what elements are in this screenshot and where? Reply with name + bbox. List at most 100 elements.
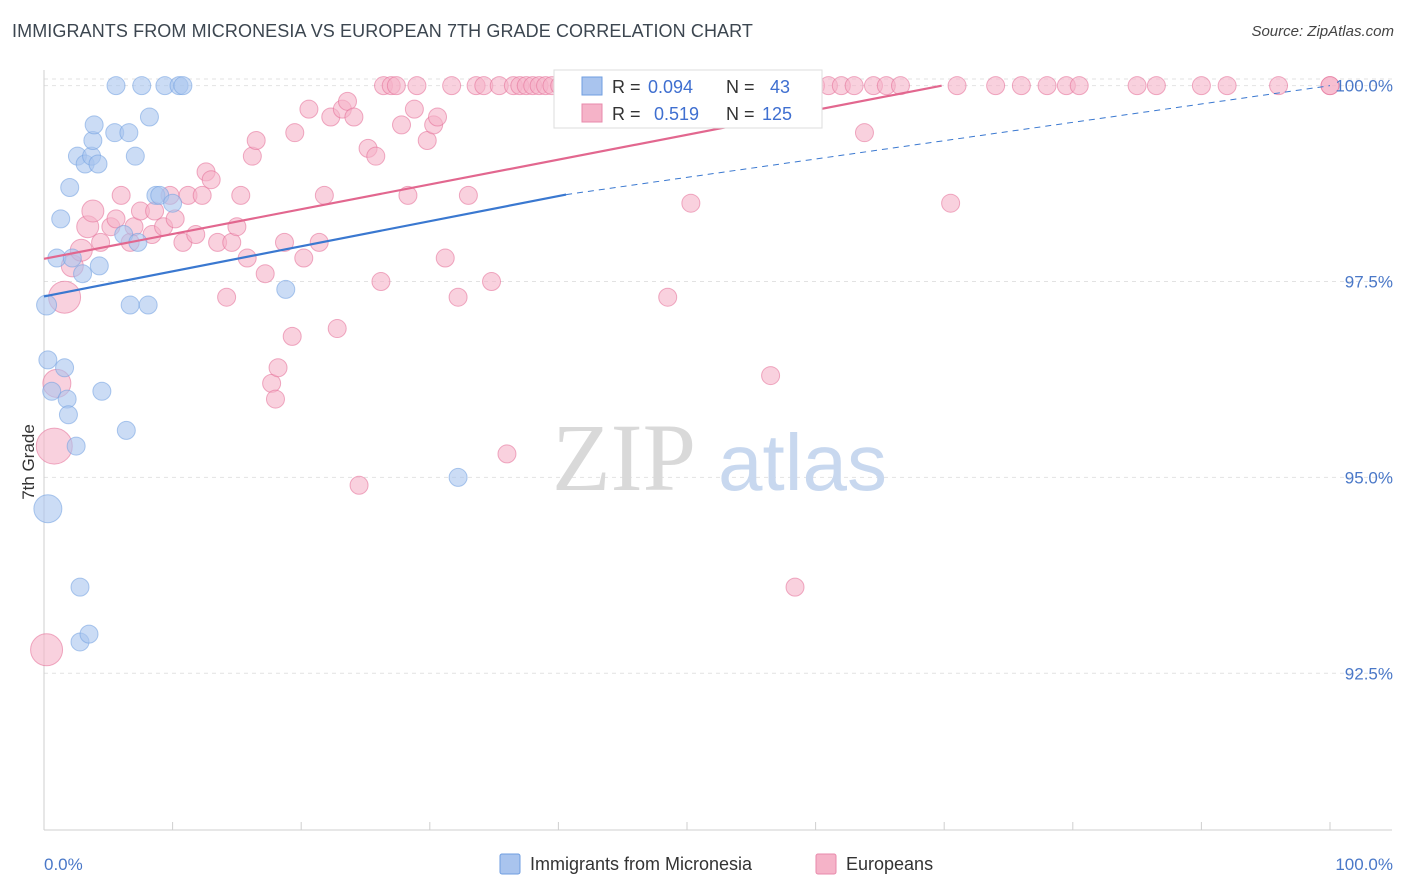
data-point <box>60 178 80 198</box>
data-point <box>89 256 109 276</box>
data-point <box>327 319 347 339</box>
data-point <box>173 76 193 96</box>
data-point <box>658 287 678 307</box>
stats-r-value-2: 0.519 <box>654 104 699 124</box>
data-point <box>58 405 78 425</box>
source-label: Source: ZipAtlas.com <box>1251 23 1394 40</box>
data-point <box>217 287 237 307</box>
bottom-legend: Immigrants from Micronesia Europeans <box>499 853 933 875</box>
data-point <box>84 115 104 135</box>
data-point <box>201 170 221 190</box>
data-point <box>106 209 126 229</box>
data-point <box>92 381 112 401</box>
data-point <box>119 123 139 143</box>
trend-line-extension <box>566 85 1331 196</box>
data-point <box>282 326 302 346</box>
data-point <box>366 146 386 166</box>
data-point <box>116 420 136 440</box>
stats-swatch-micronesia <box>581 76 603 96</box>
data-point <box>246 131 266 151</box>
data-point <box>1037 76 1057 96</box>
trend-line-micronesia <box>43 193 567 298</box>
watermark: ZIP atlas <box>552 404 887 511</box>
legend-swatch-micronesia <box>499 853 521 875</box>
data-point <box>51 209 71 229</box>
data-point <box>265 389 285 409</box>
y-tick-label: 95.0% <box>1345 468 1393 487</box>
stats-legend: R = 0.094 N = 43 R = 0.519 N = 125 <box>553 69 823 129</box>
x-tick-label: 100.0% <box>1335 855 1393 874</box>
data-point <box>268 358 288 378</box>
stats-swatch-europeans <box>581 103 603 123</box>
data-point <box>255 264 275 284</box>
data-point <box>111 185 131 205</box>
y-tick-label: 92.5% <box>1345 664 1393 683</box>
data-point <box>125 146 145 166</box>
data-point <box>458 185 478 205</box>
data-point <box>947 76 967 96</box>
data-point <box>681 193 701 213</box>
data-point <box>349 475 369 495</box>
data-point <box>30 633 64 667</box>
data-point <box>392 115 412 135</box>
data-point <box>1191 76 1211 96</box>
data-point <box>941 193 961 213</box>
data-point <box>314 185 334 205</box>
x-tick-label: 0.0% <box>44 855 83 874</box>
data-point <box>79 624 99 644</box>
grid-lines <box>44 78 1392 674</box>
data-point <box>844 76 864 96</box>
data-point <box>231 185 251 205</box>
data-point <box>448 467 468 487</box>
data-point <box>1269 76 1289 96</box>
y-tick-label: 97.5% <box>1345 273 1393 292</box>
x-tick-labels: 0.0% 100.0% <box>44 855 1393 874</box>
y-axis-label: 7th Grade <box>19 424 38 500</box>
data-point <box>88 154 108 174</box>
data-point <box>276 279 296 299</box>
data-point <box>139 107 159 127</box>
data-point <box>106 76 126 96</box>
data-point <box>66 436 86 456</box>
data-point <box>42 381 62 401</box>
watermark-zip: ZIP <box>552 404 696 511</box>
data-point <box>448 287 468 307</box>
data-point <box>55 358 75 378</box>
y-tick-label: 100.0% <box>1335 77 1393 96</box>
data-points <box>30 76 1340 667</box>
data-point <box>274 232 294 252</box>
legend-label-europeans: Europeans <box>846 854 933 874</box>
data-point <box>1217 76 1237 96</box>
data-point <box>70 577 90 597</box>
series-micronesia <box>33 76 468 652</box>
data-point <box>435 248 455 268</box>
data-point <box>398 185 418 205</box>
data-point <box>854 123 874 143</box>
stats-r-label-2: R = <box>612 104 641 124</box>
data-point <box>138 295 158 315</box>
y-tick-labels: 92.5% 95.0% 97.5% 100.0% <box>1335 77 1393 684</box>
data-point <box>986 76 1006 96</box>
data-point <box>299 99 319 119</box>
data-point <box>785 577 805 597</box>
data-point <box>165 209 185 229</box>
data-point <box>1146 76 1166 96</box>
stats-r-value-1: 0.094 <box>648 77 693 97</box>
data-point <box>132 76 152 96</box>
data-point <box>1011 76 1031 96</box>
data-point <box>404 99 424 119</box>
data-point <box>33 494 63 524</box>
data-point <box>120 295 140 315</box>
stats-n-label-2: N = <box>726 104 755 124</box>
data-point <box>73 264 93 284</box>
stats-n-value-1: 43 <box>770 77 790 97</box>
data-point <box>386 76 406 96</box>
data-point <box>294 248 314 268</box>
watermark-atlas: atlas <box>718 418 887 507</box>
data-point <box>371 272 391 292</box>
data-point <box>761 366 781 386</box>
data-point <box>285 123 305 143</box>
data-point <box>442 76 462 96</box>
data-point <box>344 107 364 127</box>
